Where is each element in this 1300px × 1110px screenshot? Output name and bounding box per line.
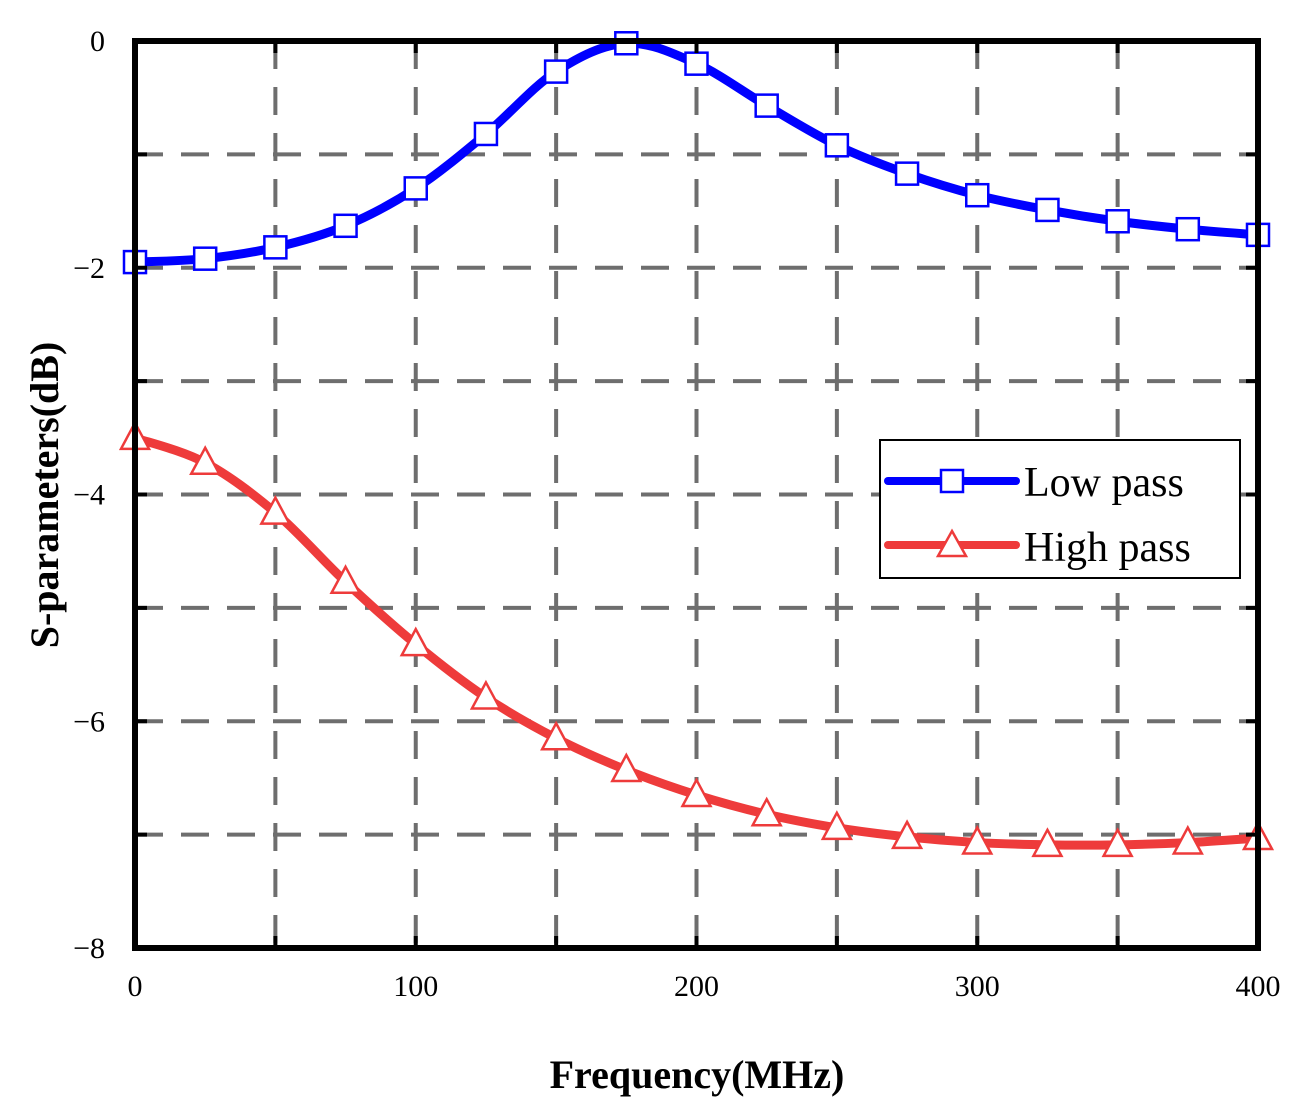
data-point-low-pass (543, 59, 569, 84)
data-point-high-pass (890, 819, 924, 850)
plot-series (118, 31, 1275, 858)
x-tick-label: 400 (1236, 970, 1281, 1003)
data-point-high-pass (610, 752, 643, 783)
x-tick-label: 100 (393, 970, 438, 1003)
data-point-high-pass (820, 810, 853, 841)
data-point-low-pass (403, 176, 428, 201)
data-point-high-pass (1171, 824, 1204, 855)
data-point-low-pass (192, 246, 218, 271)
data-point-low-pass (894, 161, 920, 186)
x-tick-label: 300 (955, 970, 1000, 1003)
x-axis-title: Frequency(MHz) (550, 1052, 845, 1097)
data-point-low-pass (473, 121, 499, 147)
y-tick-label: −8 (73, 932, 105, 965)
data-point-high-pass (189, 445, 222, 476)
x-tick-label: 200 (674, 970, 719, 1003)
data-point-low-pass (684, 51, 709, 76)
tick-labels: 0 100 200 300 400 0 −2 −4 −6 −8 (73, 25, 1280, 1003)
data-point-high-pass (540, 720, 573, 751)
x-tick-label: 0 (128, 970, 143, 1003)
data-point-low-pass (333, 213, 358, 239)
data-point-low-pass (1105, 209, 1130, 234)
data-point-high-pass (399, 626, 432, 657)
data-point-high-pass (259, 495, 292, 525)
data-point-low-pass (1175, 216, 1201, 242)
data-point-high-pass (750, 796, 783, 827)
data-point-high-pass (961, 824, 994, 855)
data-point-low-pass (824, 133, 850, 158)
data-point-high-pass (329, 564, 362, 595)
legend-label-low-pass: Low pass (1024, 460, 1184, 506)
data-point-low-pass (754, 93, 779, 118)
data-point-high-pass (1101, 827, 1134, 858)
data-point-low-pass (263, 235, 288, 260)
data-point-high-pass (680, 777, 713, 808)
data-point-low-pass (1035, 197, 1060, 223)
data-point-low-pass (965, 182, 990, 208)
series-line-high-pass (130, 433, 1263, 850)
y-axis-title: S-parameters(dB) (22, 342, 67, 649)
legend-label-high-pass: High pass (1024, 525, 1191, 571)
y-tick-label: −2 (73, 252, 105, 285)
data-point-high-pass (469, 679, 503, 710)
y-tick-label: 0 (90, 25, 105, 58)
axis-ticks (133, 39, 1260, 950)
data-point-high-pass (1031, 827, 1064, 858)
y-tick-label: −4 (73, 479, 105, 512)
y-tick-label: −6 (73, 705, 105, 738)
legend-triangle-icon (935, 528, 969, 558)
legend-square-icon (939, 468, 965, 494)
legend: Low pass High pass (879, 439, 1241, 579)
